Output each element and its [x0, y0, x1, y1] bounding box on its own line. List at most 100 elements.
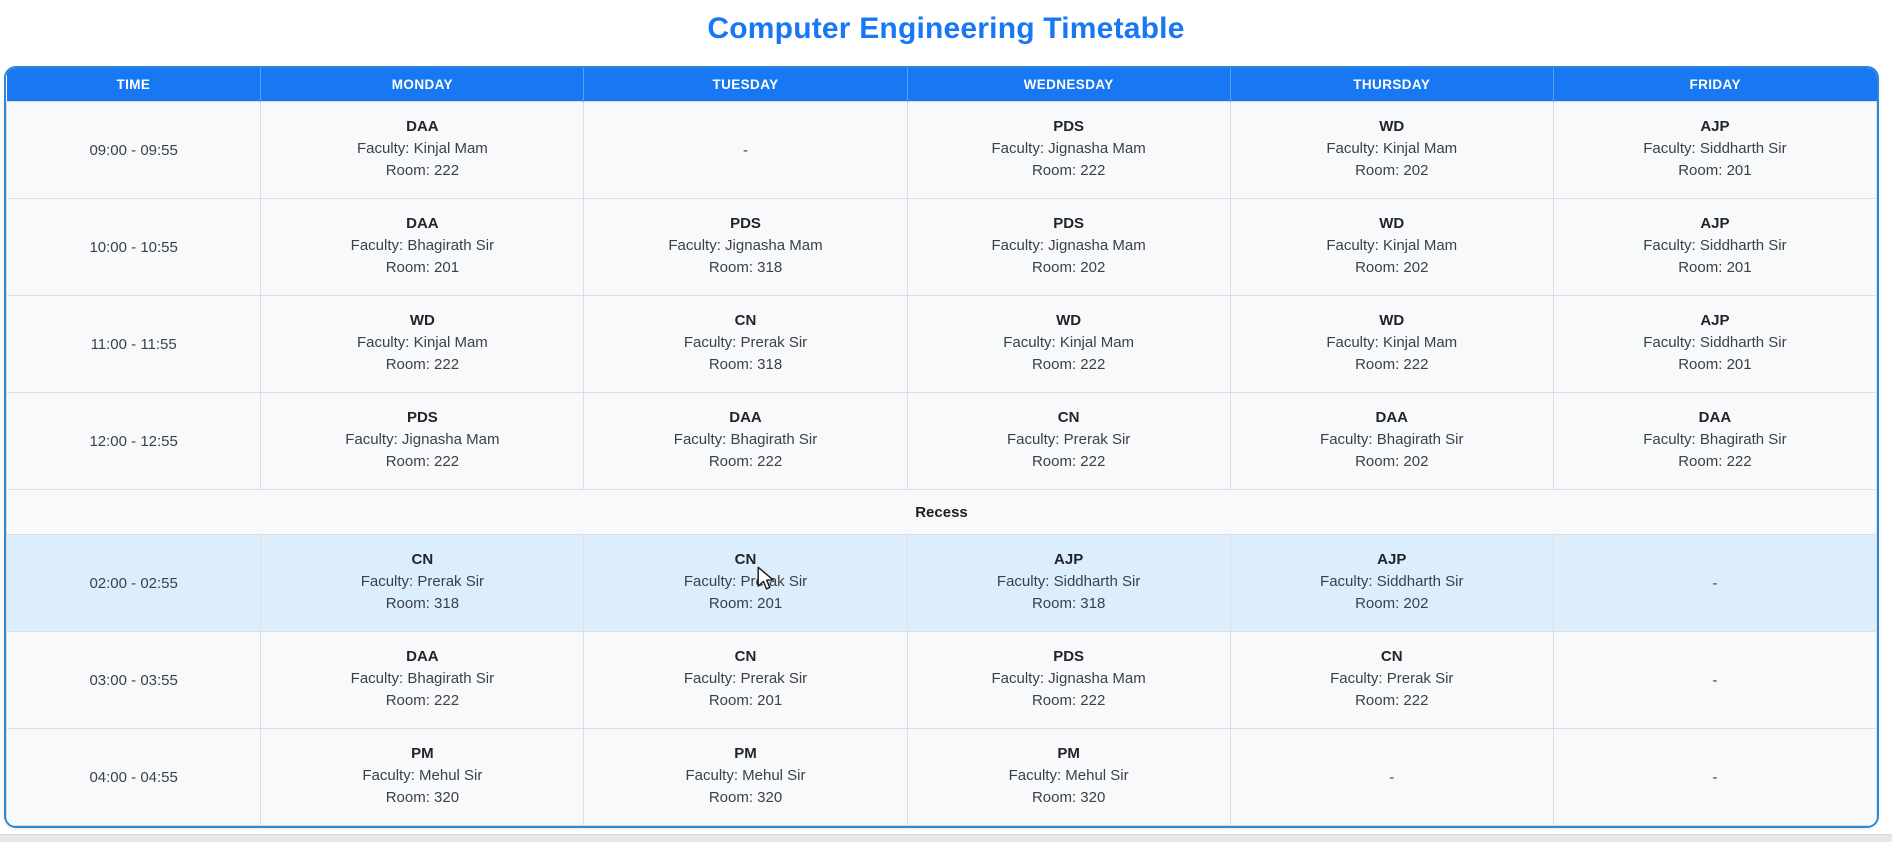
class-cell-monday[interactable]: DAA Faculty: Bhagirath Sir Room: 201: [260, 198, 585, 296]
class-cell-wednesday[interactable]: WD Faculty: Kinjal Mam Room: 222: [906, 295, 1231, 393]
column-header-wednesday: WEDNESDAY: [906, 68, 1231, 102]
room-number: Room: 222: [1355, 692, 1429, 709]
faculty-name: Faculty: Jignasha Mam: [991, 237, 1146, 255]
class-cell-thursday[interactable]: -: [1229, 728, 1554, 826]
room-number: Room: 202: [1355, 259, 1429, 276]
class-cell-monday[interactable]: DAA Faculty: Kinjal Mam Room: 222: [260, 101, 585, 199]
header-row: TIME MONDAY TUESDAY WEDNESDAY THURSDAY FRIDAY: [6, 68, 1877, 102]
subject-code: WD: [1379, 118, 1405, 136]
faculty-name: Faculty: Kinjal Mam: [1326, 140, 1458, 158]
room-number: Room: 201: [1678, 356, 1752, 373]
subject-code: DAA: [1375, 409, 1409, 427]
time-cell[interactable]: 10:00 - 10:55: [6, 198, 262, 296]
class-cell-wednesday[interactable]: PM Faculty: Mehul Sir Room: 320: [906, 728, 1231, 826]
subject-code: AJP: [1700, 118, 1730, 136]
room-number: Room: 202: [1031, 259, 1106, 276]
class-cell-tuesday[interactable]: PDS Faculty: Jignasha Mam Room: 318: [583, 198, 908, 296]
timeslot-row: 11:00 - 11:55 WD Faculty: Kinjal Mam Room: …: [6, 295, 1877, 393]
subject-code: AJP: [1054, 551, 1084, 569]
column-header-time: TIME: [6, 68, 262, 102]
subject-code: PDS: [1053, 118, 1085, 136]
subject-code: DAA: [406, 215, 439, 233]
faculty-name: Faculty: Bhagirath Sir: [1643, 431, 1787, 449]
timetable: TIME MONDAY TUESDAY WEDNESDAY THURSDAY FRIDAY…: [6, 68, 1877, 826]
subject-code: PDS: [730, 215, 761, 233]
faculty-name: Faculty: Bhagirath Sir: [350, 670, 495, 688]
bottom-strip: [0, 834, 1892, 842]
class-cell-thursday[interactable]: WD Faculty: Kinjal Mam Room: 202: [1229, 101, 1554, 199]
class-cell-tuesday[interactable]: CN Faculty: Prerak Sir Room: 318: [583, 295, 908, 393]
room-number: Room: 318: [708, 356, 783, 373]
class-cell-friday[interactable]: -: [1552, 631, 1877, 729]
class-cell-tuesday[interactable]: CN Faculty: Prerak Sir Room: 201: [583, 534, 908, 632]
faculty-name: Faculty: Mehul Sir: [362, 767, 483, 785]
faculty-name: Faculty: Kinjal Mam: [1326, 334, 1458, 352]
faculty-name: Faculty: Jignasha Mam: [991, 670, 1146, 688]
subject-code: DAA: [1698, 409, 1732, 427]
subject-code: DAA: [406, 118, 439, 136]
class-cell-thursday[interactable]: AJP Faculty: Siddharth Sir Room: 202: [1229, 534, 1554, 632]
time-cell[interactable]: 11:00 - 11:55: [6, 295, 262, 393]
room-number: Room: 222: [708, 453, 783, 470]
timeslot-row: 04:00 - 04:55 PM Faculty: Mehul Sir Room: 3…: [6, 728, 1877, 826]
recess-label: Recess: [6, 489, 1877, 535]
faculty-name: Faculty: Prerak Sir: [683, 573, 808, 591]
faculty-name: Faculty: Bhagirath Sir: [673, 431, 818, 449]
recess-row: Recess: [6, 489, 1877, 535]
room-number: Room: 222: [385, 162, 460, 179]
subject-code: CN: [734, 312, 757, 330]
class-cell-monday[interactable]: DAA Faculty: Bhagirath Sir Room: 222: [260, 631, 585, 729]
class-cell-monday[interactable]: CN Faculty: Prerak Sir Room: 318: [260, 534, 585, 632]
class-cell-tuesday[interactable]: CN Faculty: Prerak Sir Room: 201: [583, 631, 908, 729]
class-cell-friday[interactable]: -: [1552, 534, 1877, 632]
class-cell-friday[interactable]: AJP Faculty: Siddharth Sir Room: 201: [1552, 101, 1877, 199]
class-cell-thursday[interactable]: WD Faculty: Kinjal Mam Room: 222: [1229, 295, 1554, 393]
room-number: Room: 222: [1031, 453, 1106, 470]
class-cell-monday[interactable]: WD Faculty: Kinjal Mam Room: 222: [260, 295, 585, 393]
class-cell-monday[interactable]: PM Faculty: Mehul Sir Room: 320: [260, 728, 585, 826]
faculty-name: Faculty: Kinjal Mam: [1003, 334, 1135, 352]
timeslot-row: 03:00 - 03:55 DAA Faculty: Bhagirath Sir Ro…: [6, 631, 1877, 729]
class-cell-wednesday[interactable]: AJP Faculty: Siddharth Sir Room: 318: [906, 534, 1231, 632]
class-cell-friday[interactable]: -: [1552, 728, 1877, 826]
faculty-name: Faculty: Siddharth Sir: [1320, 573, 1464, 591]
class-cell-wednesday[interactable]: CN Faculty: Prerak Sir Room: 222: [906, 392, 1231, 490]
class-cell-wednesday[interactable]: PDS Faculty: Jignasha Mam Room: 222: [906, 631, 1231, 729]
class-cell-wednesday[interactable]: PDS Faculty: Jignasha Mam Room: 202: [906, 198, 1231, 296]
class-cell-tuesday[interactable]: PM Faculty: Mehul Sir Room: 320: [583, 728, 908, 826]
faculty-name: Faculty: Kinjal Mam: [356, 334, 488, 352]
subject-code: PDS: [406, 409, 438, 427]
class-cell-tuesday[interactable]: DAA Faculty: Bhagirath Sir Room: 222: [583, 392, 908, 490]
time-cell[interactable]: 02:00 - 02:55: [6, 534, 262, 632]
time-cell[interactable]: 04:00 - 04:55: [6, 728, 262, 826]
class-cell-thursday[interactable]: WD Faculty: Kinjal Mam Room: 202: [1229, 198, 1554, 296]
time-cell[interactable]: 12:00 - 12:55: [6, 392, 262, 490]
class-cell-monday[interactable]: PDS Faculty: Jignasha Mam Room: 222: [260, 392, 585, 490]
time-cell[interactable]: 03:00 - 03:55: [6, 631, 262, 729]
room-number: Room: 201: [385, 259, 460, 276]
class-cell-tuesday[interactable]: -: [583, 101, 908, 199]
column-header-friday: FRIDAY: [1552, 68, 1877, 102]
room-number: Room: 320: [708, 789, 783, 806]
faculty-name: Faculty: Prerak Sir: [1330, 670, 1454, 688]
room-number: Room: 222: [385, 453, 460, 470]
class-cell-thursday[interactable]: DAA Faculty: Bhagirath Sir Room: 202: [1229, 392, 1554, 490]
room-number: Room: 318: [1031, 595, 1106, 612]
room-number: Room: 202: [1355, 595, 1429, 612]
subject-code: WD: [409, 312, 435, 330]
timetable-head: TIME MONDAY TUESDAY WEDNESDAY THURSDAY FRIDAY: [6, 68, 1877, 102]
faculty-name: Faculty: Bhagirath Sir: [350, 237, 495, 255]
faculty-name: Faculty: Siddharth Sir: [1643, 237, 1787, 255]
class-cell-wednesday[interactable]: PDS Faculty: Jignasha Mam Room: 222: [906, 101, 1231, 199]
faculty-name: Faculty: Mehul Sir: [1008, 767, 1129, 785]
room-number: Room: 318: [385, 595, 460, 612]
class-cell-friday[interactable]: AJP Faculty: Siddharth Sir Room: 201: [1552, 198, 1877, 296]
class-cell-friday[interactable]: DAA Faculty: Bhagirath Sir Room: 222: [1552, 392, 1877, 490]
class-cell-friday[interactable]: AJP Faculty: Siddharth Sir Room: 201: [1552, 295, 1877, 393]
subject-code: PM: [1057, 745, 1080, 763]
subject-code: WD: [1379, 312, 1405, 330]
class-cell-thursday[interactable]: CN Faculty: Prerak Sir Room: 222: [1229, 631, 1554, 729]
time-cell[interactable]: 09:00 - 09:55: [6, 101, 262, 199]
faculty-name: Faculty: Prerak Sir: [683, 670, 808, 688]
room-number: Room: 222: [1031, 692, 1106, 709]
